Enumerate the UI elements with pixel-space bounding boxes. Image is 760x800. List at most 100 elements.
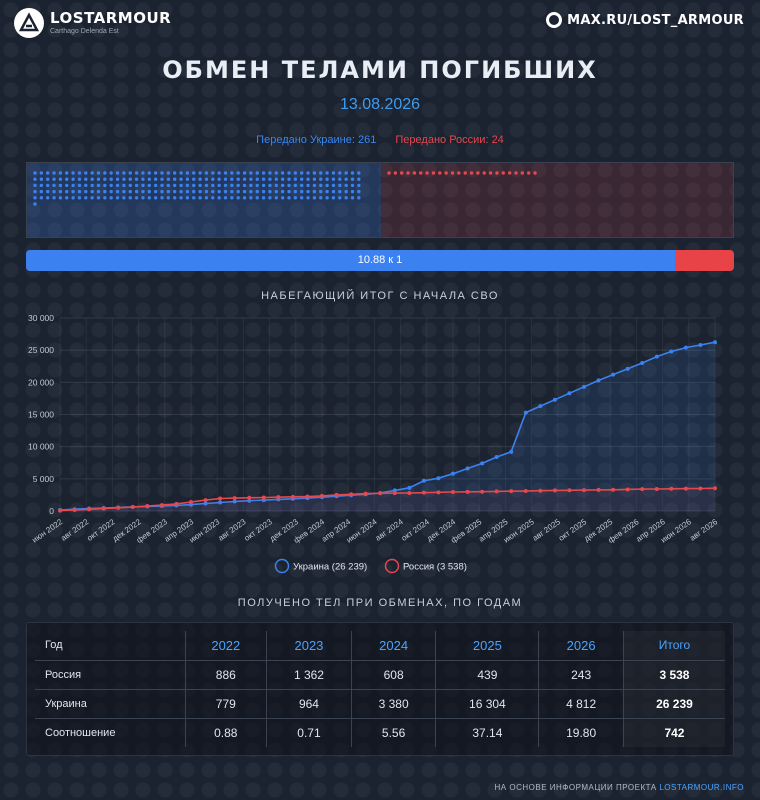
ukraine-transfer-dot [179,196,183,200]
transfer-dots [33,171,537,206]
ukraine-transfer-dot [160,196,164,200]
ukraine-transfer-dot [338,177,342,181]
page-title: ОБМЕН ТЕЛАМИ ПОГИБШИХ [162,56,598,84]
series-line [59,487,716,512]
data-point [494,454,499,459]
data-point [247,498,252,503]
ukraine-transfer-dot [90,183,94,188]
data-point [305,494,310,499]
ukraine-transfer-dot [173,177,177,181]
ukraine-transfer-dot [204,171,209,175]
ukraine-transfer-dot [160,177,164,181]
ukraine-transfer-dot [242,171,247,175]
ukraine-transfer-dot [274,189,278,194]
russia-transfer-dot [507,171,512,175]
ukraine-transfer-dot [319,189,323,194]
ukraine-transfer-dot [211,189,215,194]
ukraine-transfer-dot [204,177,209,181]
ukraine-transfer-dot [350,171,355,175]
ukraine-transfer-dot [236,183,240,188]
ukraine-transfer-dot [128,196,132,200]
ukraine-transfer-dot [350,177,355,181]
ukraine-transfer-dot [357,196,361,200]
data-point [145,503,150,508]
data-point [189,499,193,504]
data-point [203,501,208,506]
footer-prefix: НА ОСНОВЕ ИНФОРМАЦИИ ПРОЕКТА [494,783,657,792]
data-point [159,503,164,508]
russia-transfer-dot [520,171,525,175]
data-point [713,486,717,491]
header-year: 2023 [266,631,352,661]
ukraine-transfer-dot [357,189,361,194]
ukraine-transfer-dot [211,183,215,188]
ukraine-transfer-dot [287,177,291,181]
ukraine-transfer-dot [211,196,215,200]
max-link[interactable]: MAX.RU/LOST_ARMOUR [546,12,744,28]
russia-transfer-dot [400,171,404,175]
x-tick-label: июн 2022 [30,517,64,545]
ukraine-transfer-dot [242,189,247,194]
ukraine-transfer-dot [52,177,56,181]
ratio-bar: 10.88 к 1 [26,250,734,271]
lostarmour-logo-icon [14,8,44,38]
ukraine-transfer-dot [217,183,221,188]
legend-label: Россия (3 538) [403,562,467,573]
table-cell: 1 362 [266,660,352,690]
data-point [203,498,208,503]
data-point [363,491,368,496]
ukraine-dots-area [27,163,381,237]
ukraine-transfer-dot [39,171,44,175]
data-point [421,478,426,483]
russia-transfer-dot [393,171,398,175]
footer-source-link[interactable]: LOSTARMOUR.INFO [659,783,744,792]
ukraine-transfer-dot [173,189,177,194]
ukraine-transfer-dot [261,171,266,175]
ukraine-transfer-dot [46,189,50,194]
ukraine-transfer-dot [198,183,202,188]
ukraine-transfer-dot [65,183,69,188]
russia-transfer-dot [431,171,436,175]
ukraine-transfer-dot [179,189,183,194]
ukraine-transfer-dot [350,189,355,194]
table-cell: 5.56 [351,718,437,747]
ukraine-transfer-dot [268,196,272,200]
ukraine-transfer-dot [103,177,107,181]
ukraine-transfer-dot [52,171,56,175]
series-area [60,488,715,511]
ukraine-transfer-dot [287,196,291,200]
ukraine-transfer-dot [261,177,266,181]
transfer-dots-panel [26,162,734,238]
data-point [130,505,135,510]
ukraine-transfer-dot [33,202,37,206]
ukraine-transfer-dot [198,196,202,200]
ukraine-transfer-dot [249,196,253,200]
data-point [683,486,688,491]
ukraine-transfer-dot [147,183,151,188]
logo[interactable]: LOSTARMOUR Carthago Delenda Est [14,8,171,38]
russia-transfer-dot [501,171,505,175]
ukraine-transfer-dot [122,183,126,188]
ukraine-transfer-dot [39,196,44,200]
ukraine-transfer-dot [96,196,101,200]
ukraine-transfer-dot [192,189,196,194]
ukraine-transfer-dot [166,177,171,181]
ukraine-transfer-dot [84,183,88,188]
y-tick-label: 25 000 [28,345,54,355]
table-cell-total: 742 [623,718,725,747]
ukraine-transfer-dot [306,171,310,175]
transfer-legend: Передано Украине: 261 Передано России: 2… [0,134,760,146]
ratio-label: 10.88 к 1 [357,254,403,266]
data-point [552,488,557,493]
ukraine-transfer-dot [153,189,158,194]
data-point [232,499,237,504]
ukraine-transfer-dot [90,189,94,194]
ukraine-transfer-dot [331,196,336,200]
data-point [436,476,441,481]
ukraine-transfer-dot [115,196,120,200]
row-label: Украина [35,689,186,719]
ukraine-transfer-dot [166,171,171,175]
ukraine-transfer-dot [357,183,361,188]
data-point [625,487,630,492]
data-point [640,361,645,366]
